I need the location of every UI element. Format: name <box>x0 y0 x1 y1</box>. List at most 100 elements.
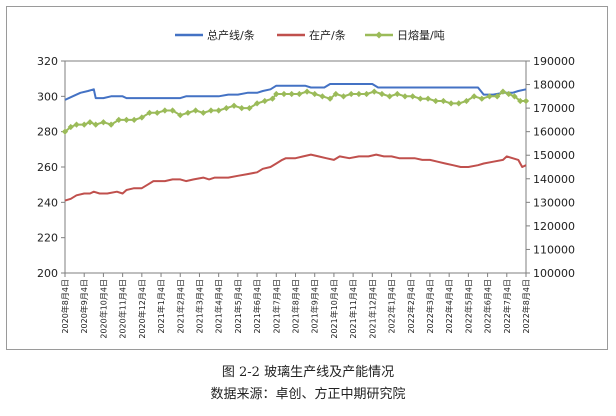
x-tick-label: 2022年1月4日 <box>387 279 397 334</box>
legend-marker <box>375 31 383 39</box>
series-point <box>280 90 288 98</box>
series-point <box>169 107 176 114</box>
y-right-tick-label: 160000 <box>533 126 575 139</box>
y-right-tick-label: 100000 <box>533 267 575 280</box>
y-left-tick-label: 240 <box>37 196 58 209</box>
series-point <box>261 97 268 105</box>
x-tick-label: 2022年2月4日 <box>406 279 416 334</box>
chart-frame: 总产线/条 在产/条 日熔量/吨 200 220 240 260 280 300 320 1000… <box>6 6 608 350</box>
x-tick-label: 2021年5月4日 <box>233 279 243 334</box>
x-tick-label: 2022年8月4日 <box>521 279 531 334</box>
series-point <box>455 100 462 107</box>
series-point <box>478 95 485 102</box>
series-point <box>378 90 386 98</box>
series-point <box>123 116 130 124</box>
y-left-tick-label: 280 <box>37 126 58 139</box>
y-right-tick-label: 110000 <box>533 243 575 256</box>
series-point <box>401 93 409 100</box>
x-tick-label: 2022年4月4日 <box>444 279 454 334</box>
series-point <box>154 109 161 116</box>
series-point <box>67 123 74 131</box>
x-tick-label: 2021年6月4日 <box>252 279 262 334</box>
x-tick-label: 2021年12月4日 <box>367 279 377 339</box>
x-tick-label: 2021年3月4日 <box>194 279 204 334</box>
figure-title: 图 2-2 玻璃生产线及产能情况 <box>221 365 395 380</box>
legend-label-1: 在产/条 <box>309 28 346 42</box>
x-tick-label: 2020年12月4日 <box>137 279 147 339</box>
y-right-tick-label: 170000 <box>533 102 575 115</box>
series-point <box>386 93 393 100</box>
series-point <box>303 88 311 95</box>
y-right-tick-label: 190000 <box>533 55 575 68</box>
series-point <box>131 116 138 124</box>
y-right-tick-label: 150000 <box>533 149 575 162</box>
series-point <box>394 90 401 98</box>
series-point <box>230 102 238 109</box>
x-tick-label: 2021年11月4日 <box>348 279 358 339</box>
series-point <box>184 109 192 116</box>
x-tick-label: 2020年10月4日 <box>98 279 108 339</box>
series-point <box>177 112 184 119</box>
series-point <box>424 95 432 102</box>
x-tick-label: 2020年8月4日 <box>60 279 70 334</box>
x-tick-label: 2021年1月4日 <box>156 279 166 334</box>
series-point <box>319 93 326 100</box>
series-point <box>192 107 199 114</box>
series-point <box>107 121 115 128</box>
series-point <box>409 93 416 100</box>
series-point <box>81 121 88 128</box>
series-point <box>371 88 378 95</box>
x-tick-label: 2022年6月4日 <box>483 279 493 334</box>
y-left-tick-label: 200 <box>37 267 58 280</box>
series-layer <box>61 83 530 202</box>
series-point <box>246 104 253 112</box>
series-point <box>417 95 424 102</box>
y-right-tick-label: 120000 <box>533 220 575 233</box>
y-left-tick-label: 320 <box>37 55 58 68</box>
x-tick-label: 2022年5月4日 <box>463 279 473 334</box>
x-tick-label: 2020年11月4日 <box>118 279 128 339</box>
series-point <box>100 119 107 126</box>
series-point <box>200 109 207 116</box>
legend: 总产线/条 在产/条 日熔量/吨 <box>175 28 445 42</box>
legend-label-0: 总产线/条 <box>207 28 255 42</box>
series-point <box>207 107 215 114</box>
x-tick-label: 2021年9月4日 <box>310 279 320 334</box>
y-right-tick-label: 180000 <box>533 79 575 92</box>
series-line-0 <box>64 83 527 101</box>
series-point <box>355 90 362 98</box>
series-point <box>440 97 447 105</box>
series-point <box>92 121 99 128</box>
y-right-tick-label: 130000 <box>533 196 575 209</box>
y-left-tick-label: 220 <box>37 232 58 245</box>
series-line-2 <box>64 90 526 133</box>
series-point <box>115 116 122 124</box>
x-tick-label: 2021年7月4日 <box>271 279 281 334</box>
series-point <box>348 90 355 98</box>
series-point <box>432 97 439 105</box>
x-tick-label: 2021年2月4日 <box>175 279 185 334</box>
source-note: 数据来源：卓创、方正中期研究院 <box>210 387 406 402</box>
series-point <box>223 104 230 112</box>
series-point <box>311 90 318 98</box>
y-left-tick-label: 260 <box>37 161 58 174</box>
x-tick-label: 2021年4月4日 <box>214 279 224 334</box>
x-tick-label: 2022年3月4日 <box>425 279 435 334</box>
legend-label-2: 日熔量/吨 <box>397 28 445 42</box>
x-tick-label: 2020年9月4日 <box>79 279 89 334</box>
series-point <box>238 104 245 112</box>
x-tick-label: 2021年8月4日 <box>291 279 301 334</box>
series-point <box>161 107 168 114</box>
series-point <box>86 119 94 126</box>
series-point <box>215 107 222 114</box>
series-point <box>522 97 530 105</box>
series-point <box>288 90 295 98</box>
series-point <box>73 121 80 128</box>
series-point <box>146 109 153 116</box>
series-point <box>505 90 512 98</box>
chart-svg: 总产线/条 在产/条 日熔量/吨 200 220 240 260 280 300 320 1000… <box>37 28 575 339</box>
x-tick-label: 2021年10月4日 <box>329 279 339 339</box>
y-left-tick-label: 300 <box>37 90 58 103</box>
axes: 200 220 240 260 280 300 320 100000 110000 120000 1… <box>37 55 575 339</box>
x-tick-label: 2022年7月4日 <box>502 279 512 334</box>
